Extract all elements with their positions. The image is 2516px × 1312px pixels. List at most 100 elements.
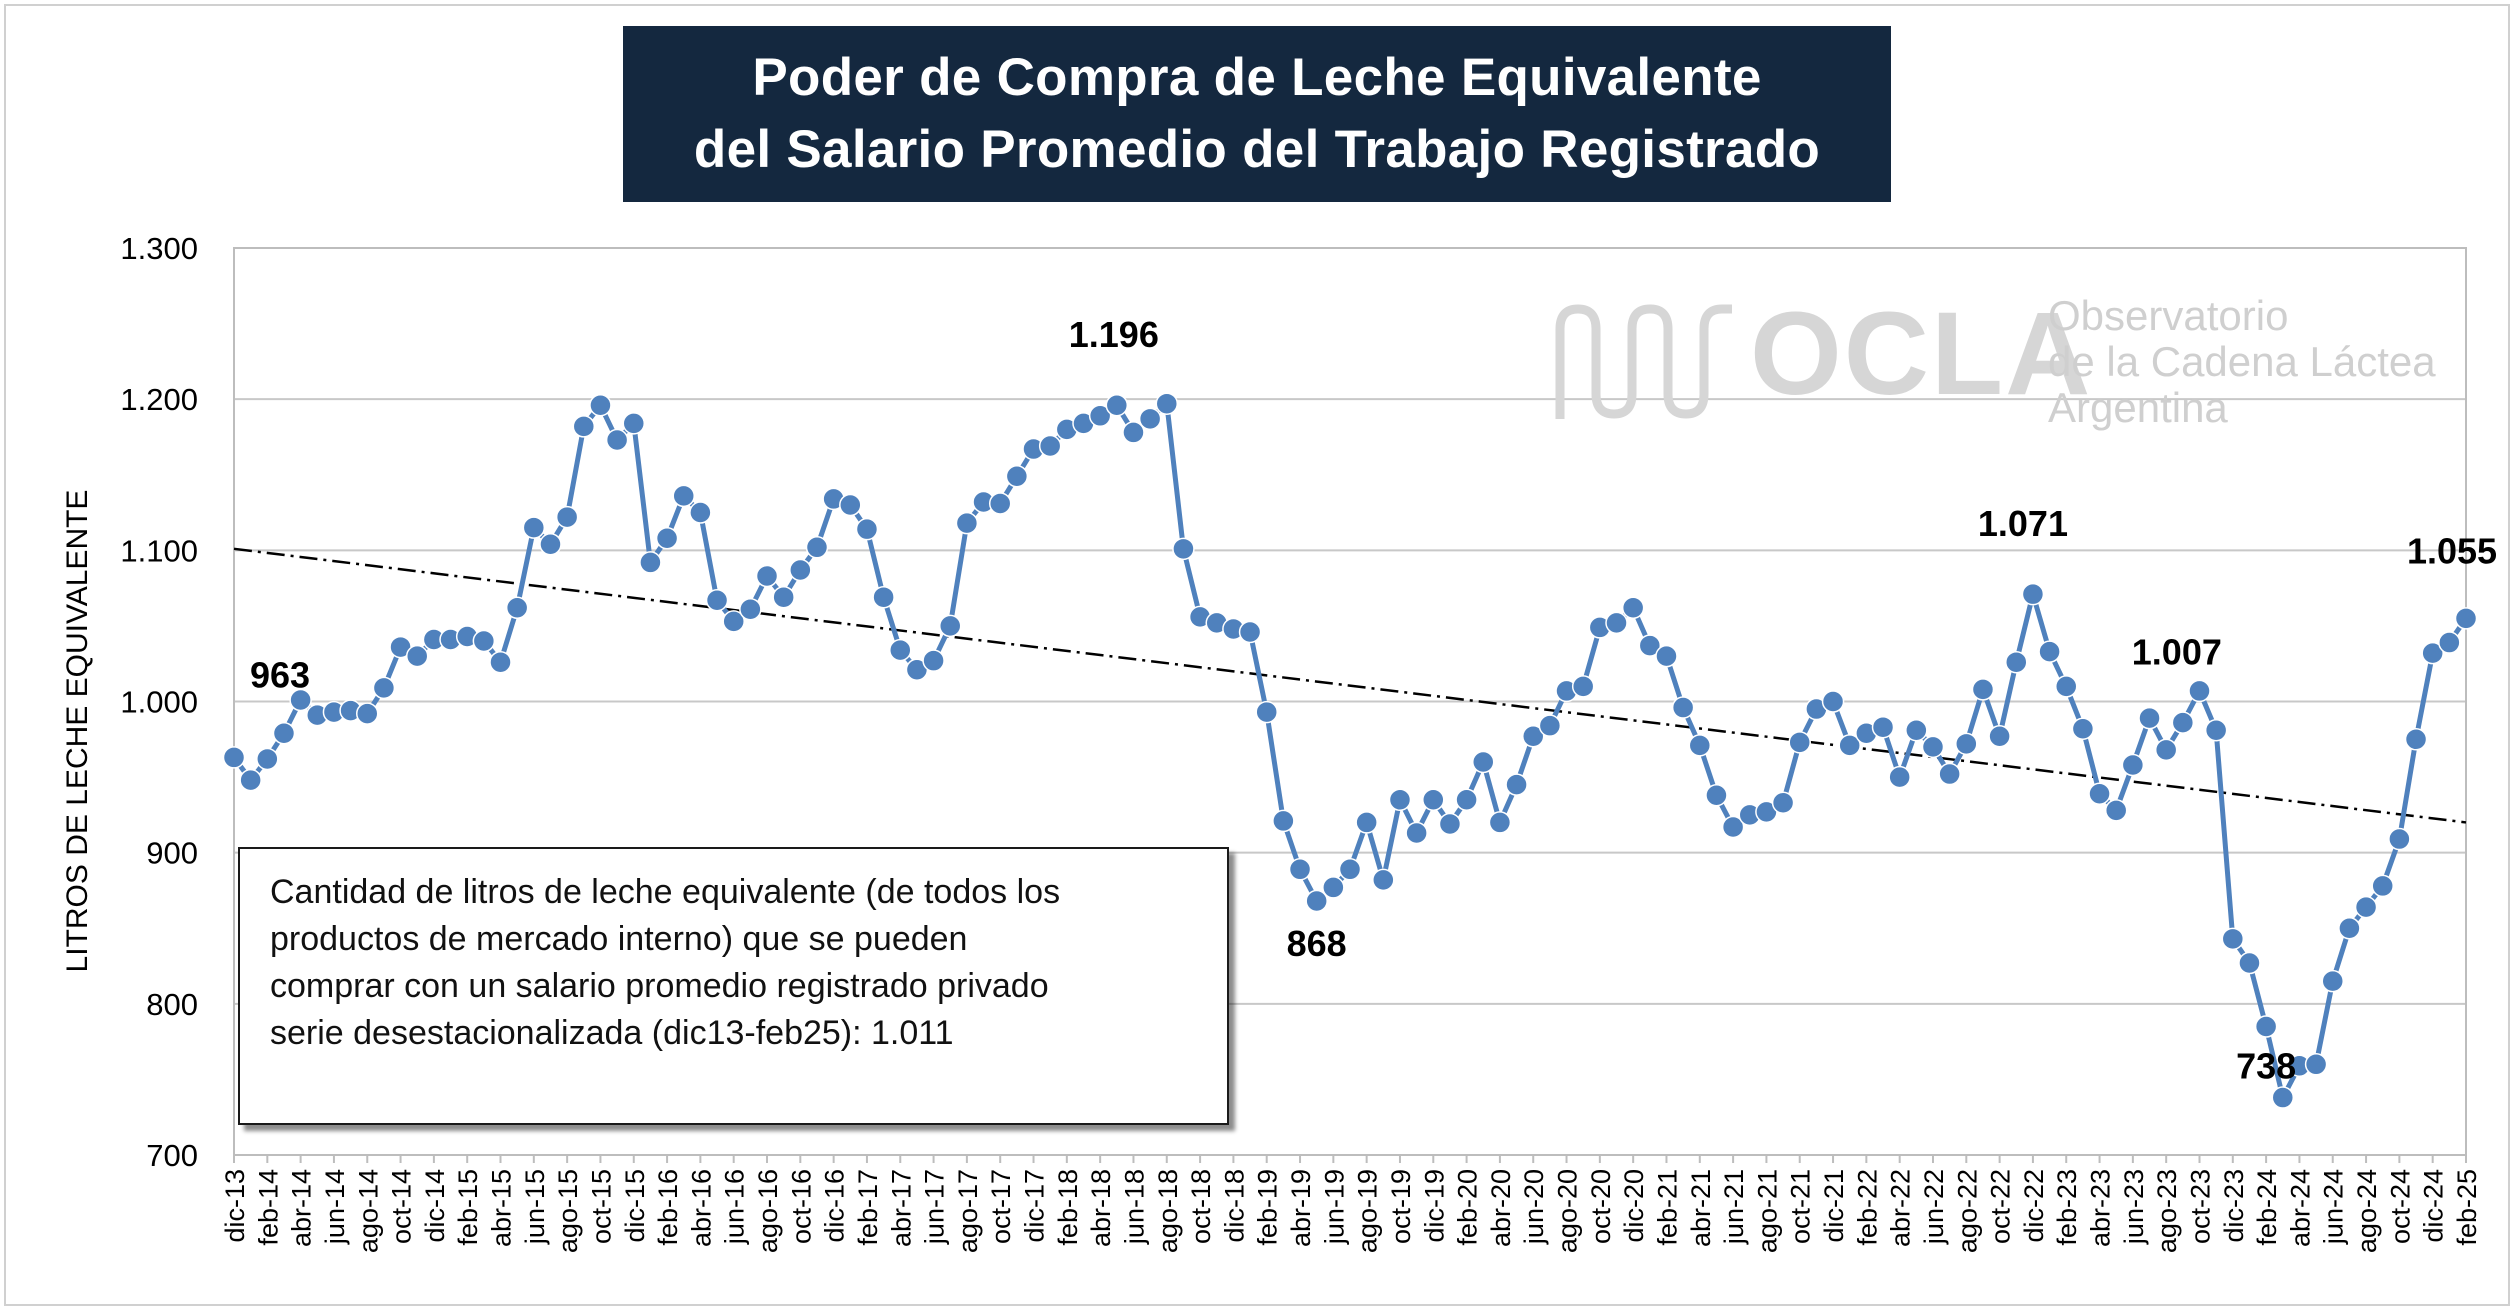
trendline-line (233, 547, 2467, 824)
x-tick-label: oct-24 (2385, 1169, 2415, 1244)
y-tick-label: 800 (146, 987, 198, 1022)
ocla-line-2: de la Cadena Láctea (2048, 338, 2436, 385)
x-tick-label: feb-18 (1053, 1169, 1083, 1246)
data-point (522, 516, 546, 539)
data-point (1788, 731, 1811, 754)
data-point (356, 702, 379, 725)
data-point (2071, 717, 2095, 740)
data-point (1088, 404, 1112, 428)
x-tick-label: jun-24 (2319, 1169, 2349, 1245)
x-tick-label: jun-23 (2119, 1169, 2149, 1245)
data-point (1521, 725, 1545, 748)
data-point (1971, 678, 1995, 701)
y-tick-label: 700 (146, 1138, 198, 1173)
x-tick-label: jun-21 (1719, 1169, 1749, 1245)
data-point (2154, 738, 2178, 762)
x-tick-label: oct-17 (986, 1169, 1016, 1244)
data-point (1405, 821, 1428, 845)
data-point (2221, 927, 2245, 951)
data-point (1871, 715, 1895, 739)
x-tick-label: ago-20 (1553, 1169, 1583, 1253)
data-point (1771, 791, 1795, 815)
data-point (289, 688, 312, 712)
x-tick-label: oct-20 (1586, 1169, 1616, 1244)
x-tick-label: jun-16 (720, 1169, 750, 1245)
data-point (622, 412, 646, 435)
x-tick-label: oct-19 (1386, 1169, 1416, 1244)
data-point (1505, 773, 1528, 796)
note-line-1: Cantidad de litros de leche equivalente … (270, 873, 1061, 911)
x-tick-label: jun-15 (520, 1169, 550, 1245)
x-tick-label: oct-15 (586, 1169, 616, 1244)
data-point (1638, 634, 1662, 657)
x-tick-label: abr-21 (1686, 1169, 1716, 1247)
data-point (1621, 596, 1645, 620)
note-line-3: comprar con un salario promedio registra… (270, 967, 1049, 1005)
x-tick-label: ago-15 (553, 1169, 583, 1253)
x-tick-label: abr-19 (1286, 1169, 1316, 1247)
data-point (1105, 393, 1129, 417)
data-point (1955, 732, 1978, 756)
data-point (222, 746, 246, 769)
x-tick-label: oct-16 (786, 1169, 816, 1244)
plot-area (233, 247, 2467, 1156)
x-tick-label: feb-23 (2052, 1169, 2082, 1246)
chart-title: Poder de Compra de Leche Equivalente del… (623, 26, 1891, 202)
note-line-4: serie desestacionalizada (dic13-feb25): … (270, 1014, 954, 1052)
data-point (805, 536, 829, 559)
x-tick-label: feb-21 (1652, 1169, 1682, 1246)
data-point (1488, 811, 1512, 834)
data-point (2421, 641, 2444, 665)
data-point (1255, 700, 1278, 724)
x-tick-label: oct-23 (2185, 1169, 2215, 1244)
y-tick-label: 1.000 (120, 685, 198, 720)
data-point (2321, 969, 2344, 993)
note-line-2: productos de mercado interno) que se pue… (270, 920, 968, 958)
series-milk-liters (222, 392, 2478, 1109)
data-point (1388, 788, 1412, 812)
data-point (489, 650, 512, 674)
x-tick-label: abr-17 (886, 1169, 916, 1247)
x-tick-label: dic-14 (420, 1169, 450, 1243)
data-point (2404, 728, 2428, 751)
data-point (1705, 783, 1728, 807)
trendline (233, 547, 2467, 824)
y-tick-label: 1.200 (120, 382, 198, 417)
x-tick-label: feb-14 (253, 1169, 283, 1246)
data-point (1122, 421, 1145, 444)
data-point (772, 585, 795, 609)
data-point (689, 501, 712, 524)
data-point (1438, 812, 1462, 836)
data-label: 1.071 (1978, 503, 2068, 544)
data-point (1571, 675, 1595, 698)
note-box: Cantidad de litros de leche equivalente … (238, 847, 1229, 1125)
x-tick-label: jun-20 (1519, 1169, 1549, 1245)
data-point (789, 558, 812, 582)
x-tick-label: feb-22 (1852, 1169, 1882, 1246)
data-point (505, 596, 529, 620)
data-label: 868 (1287, 923, 1347, 964)
x-tick-label: abr-23 (2086, 1169, 2116, 1247)
data-point (472, 629, 496, 653)
x-tick-label: dic-18 (1219, 1169, 1249, 1243)
data-point (1605, 611, 1628, 635)
x-tick-label: dic-20 (1619, 1169, 1649, 1243)
data-label: 738 (2236, 1046, 2296, 1087)
x-tick-label: dic-24 (2419, 1169, 2449, 1243)
data-point (2254, 1015, 2278, 1038)
data-point (2171, 711, 2195, 734)
data-point (872, 585, 895, 609)
data-point (2354, 895, 2378, 919)
x-tick-label: abr-16 (686, 1169, 716, 1247)
data-point (1538, 714, 1562, 737)
x-tick-label: ago-19 (1353, 1169, 1383, 1253)
chart-title-line-1: Poder de Compra de Leche Equivalente (752, 48, 1762, 107)
x-tick-label: ago-17 (953, 1169, 983, 1253)
data-point (2088, 782, 2111, 805)
data-label: 1.055 (2407, 530, 2497, 571)
chart-title-line-2: del Salario Promedio del Trabajo Registr… (693, 120, 1821, 179)
data-point (1338, 858, 1362, 881)
data-point (1172, 537, 1195, 561)
data-point (2271, 1086, 2295, 1109)
ocla-watermark: OCLA Observatorio de la Cadena Láctea Ar… (1550, 285, 2460, 445)
